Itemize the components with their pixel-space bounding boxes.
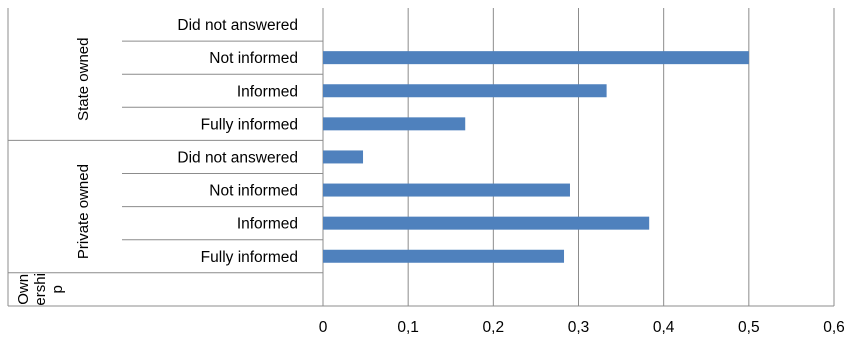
bar xyxy=(323,183,570,197)
category-label: Fully informed xyxy=(201,116,298,133)
bar xyxy=(323,150,364,164)
x-tick-label: 0,2 xyxy=(483,319,505,336)
category-label: Informed xyxy=(237,216,298,233)
category-label: Not informed xyxy=(209,183,298,200)
category-label: Not informed xyxy=(209,50,298,67)
category-label: Informed xyxy=(237,83,298,100)
x-tick-label: 0,4 xyxy=(653,319,675,336)
x-tick-label: 0 xyxy=(319,319,328,336)
bar xyxy=(323,117,466,131)
x-tick-label: 0,1 xyxy=(397,319,419,336)
x-tick-label: 0,6 xyxy=(823,319,845,336)
category-label: Did not answered xyxy=(177,149,298,166)
bar xyxy=(323,51,749,65)
group-label: Private owned xyxy=(75,164,92,259)
x-tick-label: 0,3 xyxy=(568,319,590,336)
group-label: ershi xyxy=(32,273,49,306)
group-label: p xyxy=(49,285,66,293)
bar xyxy=(323,249,565,263)
category-label: Did not answered xyxy=(177,17,298,34)
x-tick-label: 0,5 xyxy=(738,319,760,336)
bar xyxy=(323,216,650,230)
category-label: Fully informed xyxy=(201,249,298,266)
group-label: State owned xyxy=(75,37,92,120)
bar xyxy=(323,84,607,98)
group-label: Own xyxy=(15,274,32,305)
